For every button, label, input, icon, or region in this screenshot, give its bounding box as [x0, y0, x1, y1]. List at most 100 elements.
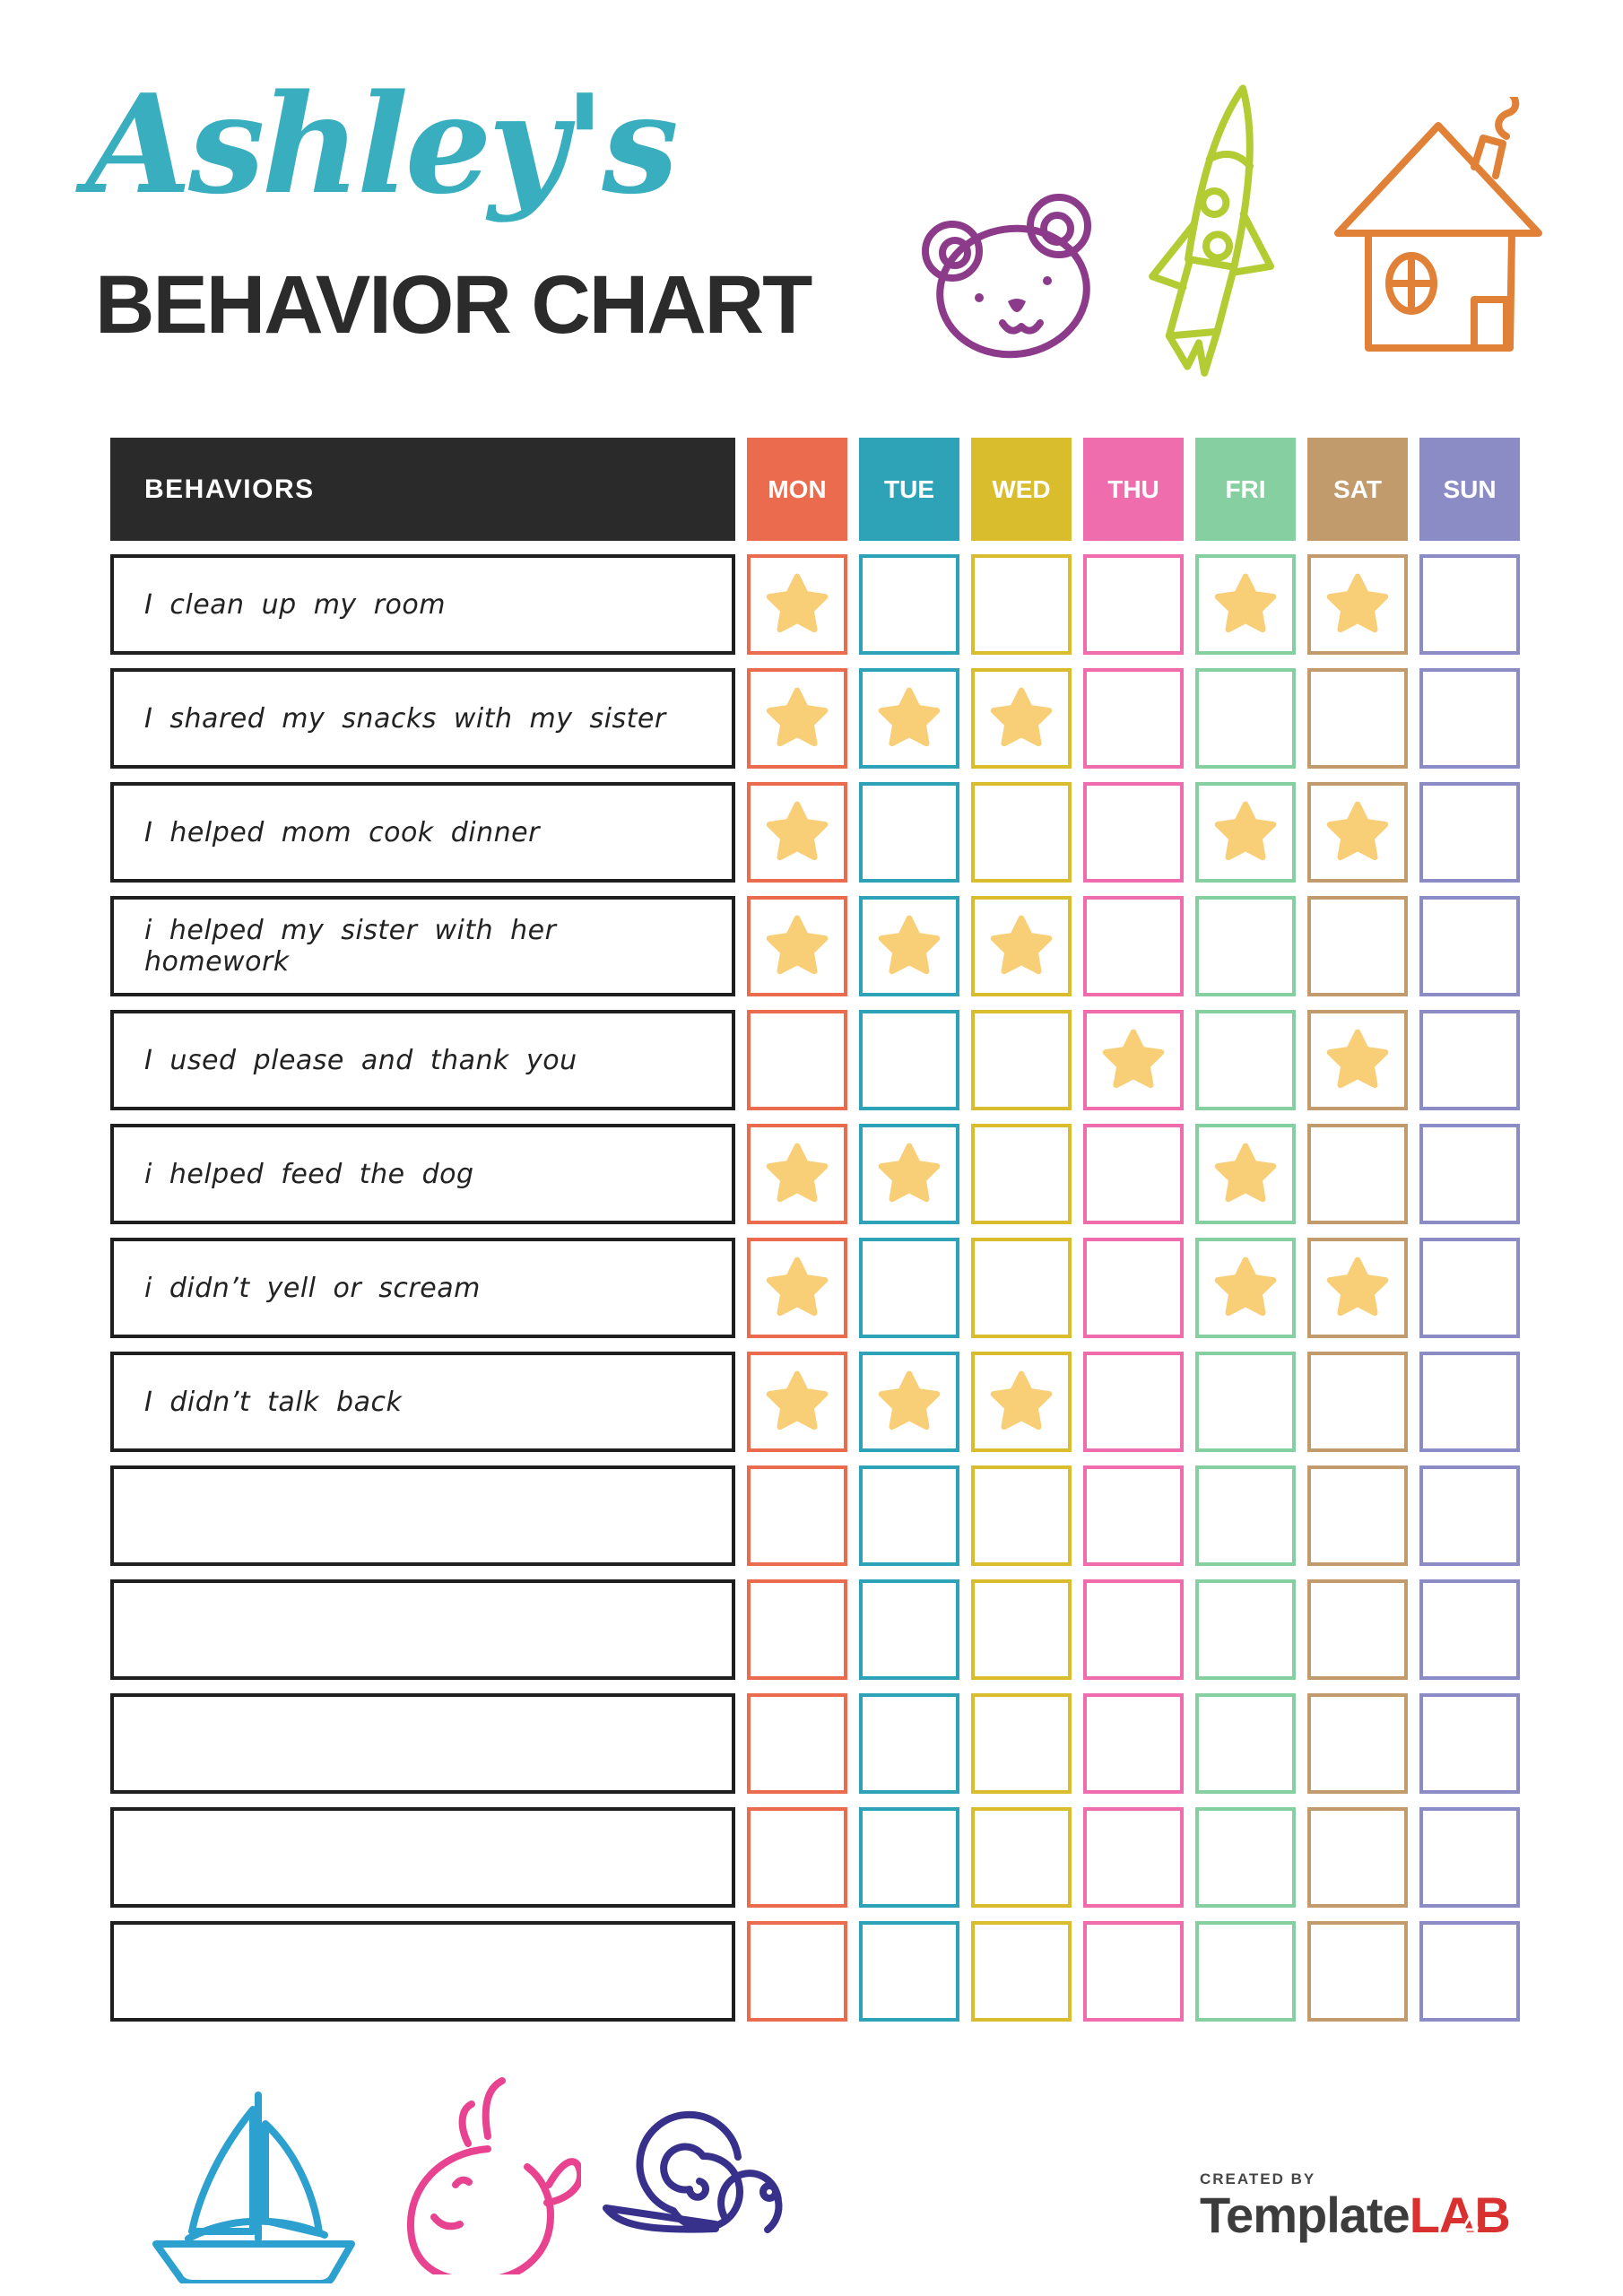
star-cell-row12-sun[interactable]	[1419, 1807, 1520, 1908]
star-cell-row7-sat[interactable]	[1307, 1238, 1408, 1338]
star-cell-row9-thu[interactable]	[1083, 1465, 1184, 1566]
star-cell-row7-tue[interactable]	[859, 1238, 959, 1338]
star-cell-row10-sat[interactable]	[1307, 1579, 1408, 1680]
star-cell-row12-thu[interactable]	[1083, 1807, 1184, 1908]
star-cell-row1-mon[interactable]	[747, 554, 847, 655]
behavior-row-label: I clean up my room	[110, 554, 735, 655]
star-cell-row12-fri[interactable]	[1195, 1807, 1296, 1908]
star-cell-row5-thu[interactable]	[1083, 1010, 1184, 1110]
star-cell-row1-tue[interactable]	[859, 554, 959, 655]
star-cell-row12-mon[interactable]	[747, 1807, 847, 1908]
star-cell-row4-sun[interactable]	[1419, 896, 1520, 996]
star-cell-row13-fri[interactable]	[1195, 1921, 1296, 2022]
star-cell-row8-thu[interactable]	[1083, 1352, 1184, 1452]
star-cell-row5-mon[interactable]	[747, 1010, 847, 1110]
star-cell-row7-thu[interactable]	[1083, 1238, 1184, 1338]
star-cell-row5-sat[interactable]	[1307, 1010, 1408, 1110]
star-cell-row1-wed[interactable]	[971, 554, 1072, 655]
star-icon	[990, 915, 1053, 975]
star-cell-row7-wed[interactable]	[971, 1238, 1072, 1338]
star-cell-row9-wed[interactable]	[971, 1465, 1072, 1566]
star-icon	[766, 801, 829, 861]
star-cell-row12-wed[interactable]	[971, 1807, 1072, 1908]
created-by-label: CREATED BY	[1200, 2170, 1316, 2187]
star-cell-row4-wed[interactable]	[971, 896, 1072, 996]
star-cell-row7-fri[interactable]	[1195, 1238, 1296, 1338]
star-cell-row10-mon[interactable]	[747, 1579, 847, 1680]
star-cell-row9-fri[interactable]	[1195, 1465, 1296, 1566]
star-cell-row6-mon[interactable]	[747, 1124, 847, 1224]
star-cell-row2-sun[interactable]	[1419, 668, 1520, 769]
star-cell-row2-sat[interactable]	[1307, 668, 1408, 769]
star-cell-row7-sun[interactable]	[1419, 1238, 1520, 1338]
star-cell-row3-sat[interactable]	[1307, 782, 1408, 883]
star-cell-row1-sat[interactable]	[1307, 554, 1408, 655]
star-cell-row2-mon[interactable]	[747, 668, 847, 769]
star-cell-row6-tue[interactable]	[859, 1124, 959, 1224]
star-cell-row4-sat[interactable]	[1307, 896, 1408, 996]
star-cell-row10-fri[interactable]	[1195, 1579, 1296, 1680]
star-cell-row4-mon[interactable]	[747, 896, 847, 996]
star-cell-row3-mon[interactable]	[747, 782, 847, 883]
star-cell-row2-fri[interactable]	[1195, 668, 1296, 769]
star-cell-row3-tue[interactable]	[859, 782, 959, 883]
star-cell-row3-fri[interactable]	[1195, 782, 1296, 883]
brand-lab-text: LAB	[1409, 2187, 1511, 2243]
star-cell-row12-sat[interactable]	[1307, 1807, 1408, 1908]
star-cell-row5-fri[interactable]	[1195, 1010, 1296, 1110]
star-cell-row13-mon[interactable]	[747, 1921, 847, 2022]
star-cell-row5-wed[interactable]	[971, 1010, 1072, 1110]
star-cell-row1-sun[interactable]	[1419, 554, 1520, 655]
star-cell-row11-wed[interactable]	[971, 1693, 1072, 1794]
star-cell-row8-fri[interactable]	[1195, 1352, 1296, 1452]
star-cell-row9-sun[interactable]	[1419, 1465, 1520, 1566]
brand-logo: CREATED BY TemplateLAB	[1200, 2170, 1511, 2243]
star-cell-row9-tue[interactable]	[859, 1465, 959, 1566]
star-cell-row6-wed[interactable]	[971, 1124, 1072, 1224]
star-cell-row13-thu[interactable]	[1083, 1921, 1184, 2022]
star-cell-row1-thu[interactable]	[1083, 554, 1184, 655]
star-cell-row5-sun[interactable]	[1419, 1010, 1520, 1110]
star-cell-row4-tue[interactable]	[859, 896, 959, 996]
house-icon	[1320, 97, 1560, 366]
star-cell-row11-tue[interactable]	[859, 1693, 959, 1794]
star-cell-row6-thu[interactable]	[1083, 1124, 1184, 1224]
star-cell-row3-thu[interactable]	[1083, 782, 1184, 883]
star-cell-row8-sun[interactable]	[1419, 1352, 1520, 1452]
star-cell-row13-sun[interactable]	[1419, 1921, 1520, 2022]
star-cell-row6-sun[interactable]	[1419, 1124, 1520, 1224]
star-cell-row9-sat[interactable]	[1307, 1465, 1408, 1566]
star-cell-row6-sat[interactable]	[1307, 1124, 1408, 1224]
star-cell-row11-mon[interactable]	[747, 1693, 847, 1794]
star-cell-row2-thu[interactable]	[1083, 668, 1184, 769]
star-cell-row13-sat[interactable]	[1307, 1921, 1408, 2022]
star-cell-row11-sun[interactable]	[1419, 1693, 1520, 1794]
day-header-wed: WED	[971, 438, 1072, 541]
star-cell-row2-wed[interactable]	[971, 668, 1072, 769]
star-cell-row3-sun[interactable]	[1419, 782, 1520, 883]
star-cell-row13-wed[interactable]	[971, 1921, 1072, 2022]
day-header-fri: FRI	[1195, 438, 1296, 541]
star-cell-row8-sat[interactable]	[1307, 1352, 1408, 1452]
star-cell-row2-tue[interactable]	[859, 668, 959, 769]
star-cell-row11-sat[interactable]	[1307, 1693, 1408, 1794]
star-cell-row4-fri[interactable]	[1195, 896, 1296, 996]
star-cell-row8-mon[interactable]	[747, 1352, 847, 1452]
star-cell-row11-fri[interactable]	[1195, 1693, 1296, 1794]
star-cell-row6-fri[interactable]	[1195, 1124, 1296, 1224]
star-cell-row13-tue[interactable]	[859, 1921, 959, 2022]
star-cell-row8-tue[interactable]	[859, 1352, 959, 1452]
star-cell-row10-thu[interactable]	[1083, 1579, 1184, 1680]
star-cell-row9-mon[interactable]	[747, 1465, 847, 1566]
star-cell-row5-tue[interactable]	[859, 1010, 959, 1110]
star-cell-row11-thu[interactable]	[1083, 1693, 1184, 1794]
star-cell-row4-thu[interactable]	[1083, 896, 1184, 996]
star-cell-row1-fri[interactable]	[1195, 554, 1296, 655]
star-cell-row12-tue[interactable]	[859, 1807, 959, 1908]
star-cell-row3-wed[interactable]	[971, 782, 1072, 883]
star-cell-row10-tue[interactable]	[859, 1579, 959, 1680]
star-cell-row8-wed[interactable]	[971, 1352, 1072, 1452]
star-cell-row10-sun[interactable]	[1419, 1579, 1520, 1680]
star-cell-row7-mon[interactable]	[747, 1238, 847, 1338]
star-cell-row10-wed[interactable]	[971, 1579, 1072, 1680]
